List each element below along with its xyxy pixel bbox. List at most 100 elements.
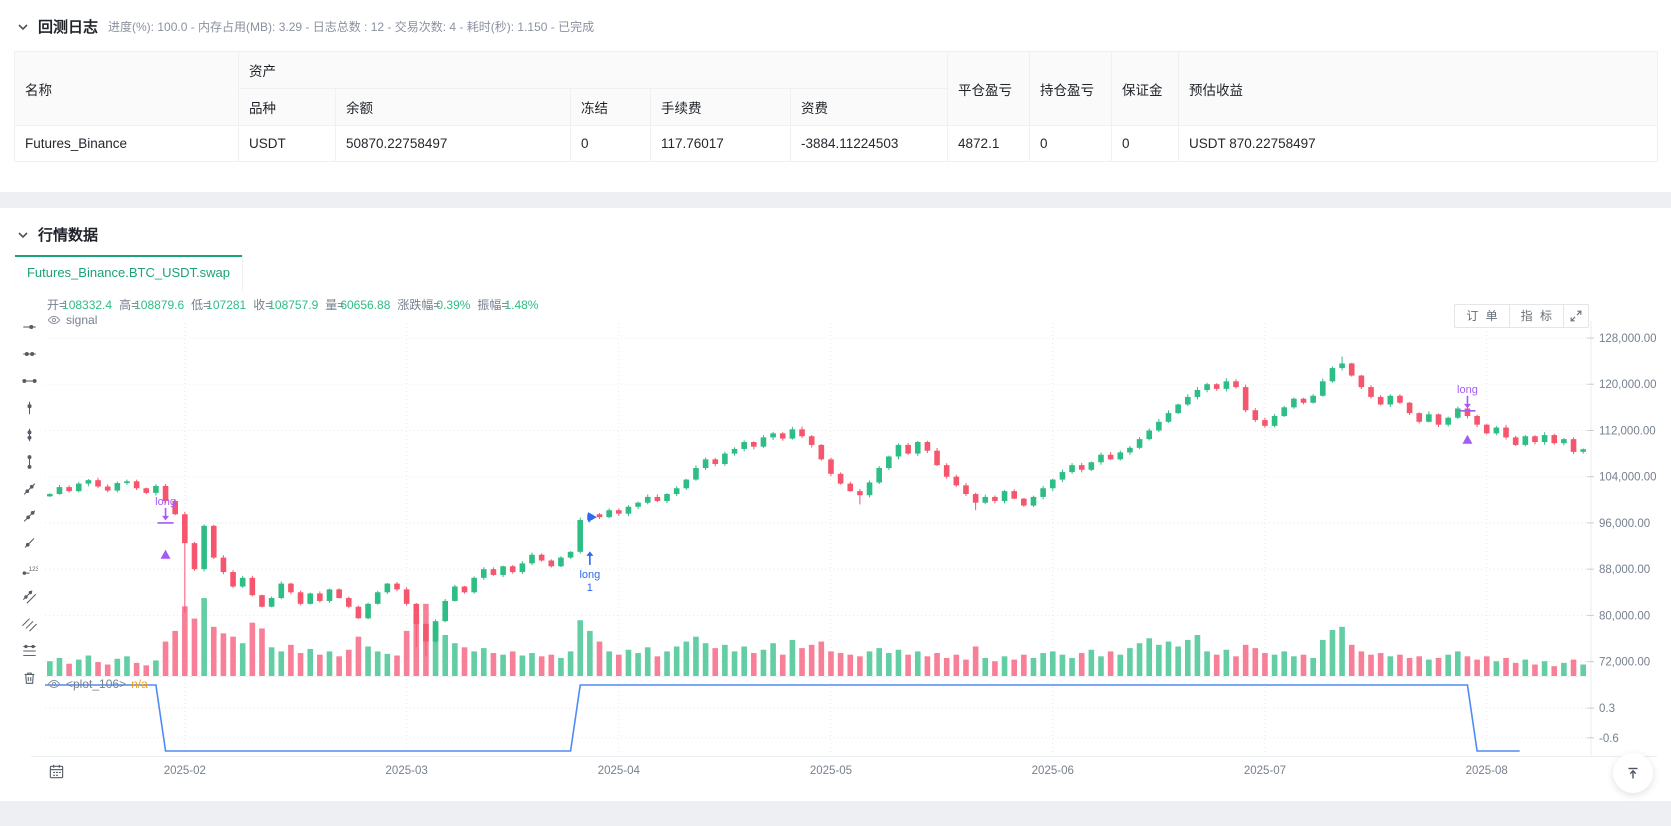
cell-variety: USDT (238, 125, 336, 162)
svg-text:96,000.00: 96,000.00 (1599, 518, 1650, 530)
signal-line-layer (45, 684, 1520, 752)
backtest-log-meta: 进度(%): 100.0 - 内存占用(MB): 3.29 - 日志总数 : 1… (108, 20, 595, 34)
col-header-margin: 保证金 (1111, 51, 1180, 126)
svg-text:88,000.00: 88,000.00 (1599, 564, 1650, 576)
col-header-funding: 资费 (789, 88, 949, 126)
candles-layer (47, 356, 1586, 656)
svg-text:2025-04: 2025-04 (598, 765, 641, 777)
ohlc-legend: 开=108332.4 高=108879.6 低=107281 收=108757.9 量=… (47, 296, 538, 313)
col-header-balance: 余额 (335, 88, 571, 126)
cell-frozen: 0 (570, 125, 651, 162)
orders-button[interactable]: 订 单 (1454, 304, 1510, 328)
legend-item: 开=108332.4 (47, 298, 113, 312)
col-header-open-pnl: 持仓盈亏 (1029, 51, 1113, 126)
backtest-summary-table: 名称 资产 平仓盈亏 持仓盈亏 保证金 预估收益 品种 余额 冻结 手续费 资费… (14, 51, 1659, 162)
market-data-panel: 行情数据 Futures_Binance.BTC_USDT.swap 123 开… (0, 208, 1671, 801)
eye-icon[interactable] (47, 313, 61, 327)
cell-margin: 0 (1111, 125, 1180, 162)
svg-text:112,000.00: 112,000.00 (1599, 425, 1656, 437)
svg-text:128,000.00: 128,000.00 (1599, 333, 1657, 345)
chart-svg: longlong1long128,000.00120,000.00112,000… (31, 321, 1657, 777)
subplot-name: <plot_106> (66, 677, 127, 691)
subplot-current-value: n/a (131, 677, 148, 691)
drawing-toolbar: 123 (14, 319, 44, 686)
svg-text:2025-05: 2025-05 (810, 765, 852, 777)
svg-text:72,000.00: 72,000.00 (1599, 657, 1650, 669)
svg-text:2025-02: 2025-02 (164, 765, 206, 777)
svg-text:2025-07: 2025-07 (1244, 765, 1286, 777)
col-header-asset-group: 资产 (237, 51, 949, 89)
tool-horizontal-ray-icon[interactable] (20, 319, 38, 335)
tab-symbol-active[interactable]: Futures_Binance.BTC_USDT.swap (14, 255, 243, 291)
calendar-icon (49, 764, 64, 779)
svg-text:120,000.00: 120,000.00 (1599, 379, 1657, 391)
arrow-up-to-bar-icon (1628, 767, 1638, 779)
cell-balance: 50870.22758497 (335, 125, 571, 162)
col-header-fee: 手续费 (650, 88, 791, 126)
tool-horizontal-segment-icon[interactable] (20, 346, 38, 362)
tool-segment-icon[interactable] (20, 535, 38, 551)
tool-trend-line-icon[interactable] (20, 481, 38, 497)
tool-price-line-icon[interactable]: 123 (20, 562, 38, 578)
tool-horizontal-line-icon[interactable] (20, 373, 38, 389)
legend-item: 低=107281 (191, 298, 247, 312)
tool-fibonacci-icon[interactable] (20, 643, 38, 659)
signal-legend: signal (47, 313, 97, 327)
svg-text:1: 1 (587, 582, 593, 594)
chart-canvas[interactable]: long long 1 long 128,000.00 120,000.00 112,000… (14, 293, 1657, 795)
indicators-button[interactable]: 指 标 (1508, 304, 1564, 328)
legend-item: 收=108757.9 (253, 298, 319, 312)
col-header-closed-pnl: 平仓盈亏 (947, 51, 1031, 126)
svg-text:0.3: 0.3 (1599, 703, 1615, 715)
cell-est-profit: USDT 870.22758497 (1178, 125, 1659, 162)
svg-text:2025-03: 2025-03 (386, 765, 428, 777)
svg-text:123: 123 (28, 566, 37, 573)
market-data-title: 行情数据 (38, 227, 99, 244)
col-header-name: 名称 (14, 51, 239, 126)
cell-funding: -3884.11224503 (789, 125, 949, 162)
cell-fee: 117.76017 (650, 125, 791, 162)
col-header-frozen: 冻结 (570, 88, 651, 126)
svg-text:80,000.00: 80,000.00 (1599, 610, 1650, 622)
legend-item: 量=60656.88 (325, 298, 391, 312)
grid-layer (45, 323, 1588, 755)
signal-legend-label: signal (66, 313, 98, 327)
cell-name: Futures_Binance (14, 125, 239, 162)
tool-vertical-ray-icon[interactable] (20, 400, 38, 416)
calendar-button[interactable] (48, 763, 68, 783)
svg-text:104,000.00: 104,000.00 (1599, 472, 1657, 484)
collapse-chevron-icon[interactable] (16, 20, 30, 34)
scroll-to-latest-button[interactable] (1613, 753, 1653, 793)
kline-chart[interactable]: 123 开=108332.4 高=108879.6 低=107281 收=108757… (14, 293, 1657, 795)
col-header-variety: 品种 (238, 88, 336, 126)
eye-icon[interactable] (47, 677, 61, 691)
backtest-log-panel: 回测日志 进度(%): 100.0 - 内存占用(MB): 3.29 - 日志总… (0, 0, 1671, 192)
svg-text:long: long (155, 496, 176, 508)
tool-price-channel-icon[interactable] (20, 589, 38, 605)
subplot-legend: <plot_106> n/a (47, 677, 148, 691)
market-data-header: 行情数据 (14, 218, 1657, 251)
tool-vertical-segment-icon[interactable] (20, 427, 38, 443)
fullscreen-icon (1570, 310, 1582, 322)
tool-ray-line-icon[interactable] (20, 508, 38, 524)
trash-icon[interactable] (20, 670, 38, 686)
volume-layer (47, 598, 1586, 676)
svg-text:2025-08: 2025-08 (1466, 765, 1508, 777)
svg-text:2025-06: 2025-06 (1032, 765, 1074, 777)
cell-closed-pnl: 4872.1 (947, 125, 1031, 162)
svg-text:long: long (1457, 384, 1478, 396)
backtest-log-header: 回测日志 进度(%): 100.0 - 内存占用(MB): 3.29 - 日志总… (14, 10, 1657, 43)
symbol-tab-bar: Futures_Binance.BTC_USDT.swap (14, 255, 1657, 291)
fullscreen-button[interactable] (1563, 304, 1589, 328)
cell-open-pnl: 0 (1029, 125, 1113, 162)
chart-button-group: 订 单 指 标 (1454, 304, 1589, 328)
legend-item: 高=108879.6 (119, 298, 185, 312)
backtest-log-title: 回测日志 (38, 19, 99, 36)
tool-parallel-lines-icon[interactable] (20, 616, 38, 632)
collapse-chevron-icon[interactable] (16, 228, 30, 242)
legend-item: 涨跌幅=0.39% (397, 298, 471, 312)
tool-vertical-line-icon[interactable] (20, 454, 38, 470)
svg-text:long: long (579, 569, 600, 581)
table-row: Futures_Binance USDT 50870.22758497 0 11… (14, 125, 1659, 162)
